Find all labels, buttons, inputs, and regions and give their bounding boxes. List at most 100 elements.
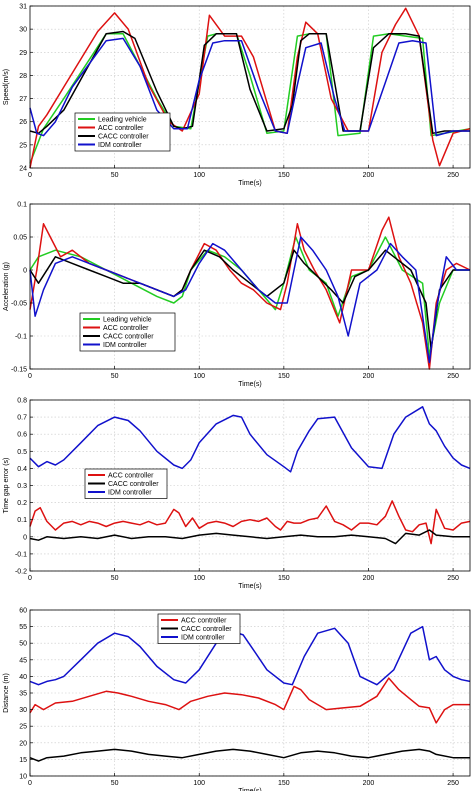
x-axis-label: Time(s) bbox=[238, 180, 261, 187]
y-tick-label: 0.6 bbox=[17, 432, 27, 439]
x-axis-label: Time(s) bbox=[238, 583, 261, 590]
x-tick-label: 150 bbox=[278, 172, 290, 179]
series-line-idm-controller bbox=[29, 37, 470, 137]
y-tick-label: 60 bbox=[19, 608, 27, 615]
y-tick-label: -0.2 bbox=[15, 569, 27, 576]
y-tick-label: 26 bbox=[19, 119, 27, 126]
x-tick-label: 0 bbox=[28, 172, 32, 179]
series-line-acc-controller bbox=[29, 677, 470, 724]
y-tick-label: 0.1 bbox=[17, 517, 27, 524]
series-line-cacc-controller bbox=[29, 529, 470, 545]
legend-label: IDM controller bbox=[103, 342, 147, 349]
plot-frame bbox=[29, 5, 471, 169]
legend-label: CACC controller bbox=[108, 481, 159, 488]
x-tick-label: 100 bbox=[193, 575, 205, 582]
y-tick-label: 0 bbox=[23, 268, 27, 275]
x-tick-label: 0 bbox=[28, 780, 32, 787]
chart-panel-3: 0 50 100 150 200 250 -0.2 -0.1 0 0.1 0.2 0.3 0.4 0.5 0… bbox=[3, 398, 471, 590]
y-tick-label: 20 bbox=[19, 740, 27, 747]
chart-panel-4: 0 50 100 150 200 250 10 15 20 25 30 35 40 45 50 55 60 Tim… bbox=[3, 608, 471, 791]
series-line-idm-controller bbox=[29, 406, 471, 473]
x-tick-label: 50 bbox=[111, 172, 119, 179]
x-tick-label: 50 bbox=[111, 780, 119, 787]
legend-label: CACC controller bbox=[98, 134, 149, 141]
legend-label: IDM controller bbox=[98, 142, 142, 149]
series-line-idm-controller bbox=[29, 236, 470, 364]
x-tick-label: 100 bbox=[193, 780, 205, 787]
series-line-leading-vehicle bbox=[29, 236, 470, 357]
legend-label: IDM controller bbox=[181, 635, 225, 642]
x-tick-label: 200 bbox=[363, 575, 375, 582]
y-tick-label: 24 bbox=[19, 166, 27, 173]
legend-label: CACC controller bbox=[103, 334, 154, 341]
legend-label: IDM controller bbox=[108, 490, 152, 497]
x-tick-label: 250 bbox=[447, 172, 459, 179]
x-tick-label: 150 bbox=[278, 780, 290, 787]
series-line-acc-controller bbox=[29, 500, 471, 545]
y-tick-label: 0 bbox=[23, 534, 27, 541]
y-tick-label: 0.1 bbox=[17, 202, 27, 209]
plot-frame bbox=[29, 203, 471, 370]
y-tick-label: 31 bbox=[19, 4, 27, 11]
x-tick-label: 150 bbox=[278, 373, 290, 380]
legend-label: ACC controller bbox=[108, 473, 154, 480]
y-axis-label: Acceleration (g) bbox=[3, 262, 10, 311]
y-tick-label: 30 bbox=[19, 707, 27, 714]
x-tick-label: 150 bbox=[278, 575, 290, 582]
y-tick-label: 0.4 bbox=[17, 466, 27, 473]
y-tick-label: 28 bbox=[19, 73, 27, 80]
x-tick-label: 50 bbox=[111, 575, 119, 582]
y-tick-label: -0.05 bbox=[11, 301, 27, 308]
series-line-cacc-controller bbox=[29, 30, 470, 135]
x-axis-label: Time(s) bbox=[238, 381, 261, 388]
y-tick-label: 29 bbox=[19, 50, 27, 57]
legend-label: ACC controller bbox=[181, 618, 227, 625]
y-tick-label: 0.7 bbox=[17, 415, 27, 422]
chart-panel-2: 0 50 100 150 200 250 -0.15 -0.1 -0.05 0 0.05 0.1 Tim… bbox=[3, 202, 471, 388]
y-tick-label: 0.8 bbox=[17, 398, 27, 405]
y-tick-label: 0.3 bbox=[17, 483, 27, 490]
x-tick-label: 200 bbox=[363, 373, 375, 380]
x-tick-label: 250 bbox=[447, 373, 459, 380]
chart-panel-1: 0 50 100 150 200 250 24 25 26 27 28 29 30 31 Time(s) Sp… bbox=[3, 4, 471, 187]
y-tick-label: 55 bbox=[19, 624, 27, 631]
y-tick-label: 10 bbox=[19, 774, 27, 781]
x-tick-label: 0 bbox=[28, 575, 32, 582]
x-tick-label: 50 bbox=[111, 373, 119, 380]
series-line-cacc-controller bbox=[29, 748, 470, 762]
y-tick-label: 40 bbox=[19, 674, 27, 681]
y-tick-label: 25 bbox=[19, 724, 27, 731]
y-tick-label: 0.5 bbox=[17, 449, 27, 456]
y-tick-label: 15 bbox=[19, 757, 27, 764]
y-tick-label: 25 bbox=[19, 142, 27, 149]
y-tick-label: 45 bbox=[19, 657, 27, 664]
x-tick-label: 250 bbox=[447, 780, 459, 787]
legend-label: Leading vehicle bbox=[98, 117, 147, 124]
x-tick-label: 200 bbox=[363, 780, 375, 787]
y-tick-label: 30 bbox=[19, 27, 27, 34]
y-tick-label: -0.1 bbox=[15, 551, 27, 558]
y-tick-label: 0.2 bbox=[17, 500, 27, 507]
y-tick-label: -0.1 bbox=[15, 334, 27, 341]
legend-label: Leading vehicle bbox=[103, 317, 152, 324]
x-tick-label: 100 bbox=[193, 172, 205, 179]
x-tick-label: 0 bbox=[28, 373, 32, 380]
y-tick-label: 50 bbox=[19, 641, 27, 648]
y-tick-label: 0.05 bbox=[13, 235, 27, 242]
legend-label: CACC controller bbox=[181, 626, 232, 633]
y-tick-label: -0.15 bbox=[11, 367, 27, 374]
y-axis-label: Speed(m/s) bbox=[3, 69, 10, 105]
y-axis-label: Time gap error (s) bbox=[3, 458, 10, 514]
series-line-idm-controller bbox=[29, 625, 471, 686]
legend-label: ACC controller bbox=[98, 125, 144, 132]
x-tick-label: 250 bbox=[447, 575, 459, 582]
y-axis-label: Distance (m) bbox=[3, 673, 10, 713]
x-axis-label: Time(s) bbox=[238, 788, 261, 791]
legend-label: ACC controller bbox=[103, 325, 149, 332]
x-tick-label: 100 bbox=[193, 373, 205, 380]
